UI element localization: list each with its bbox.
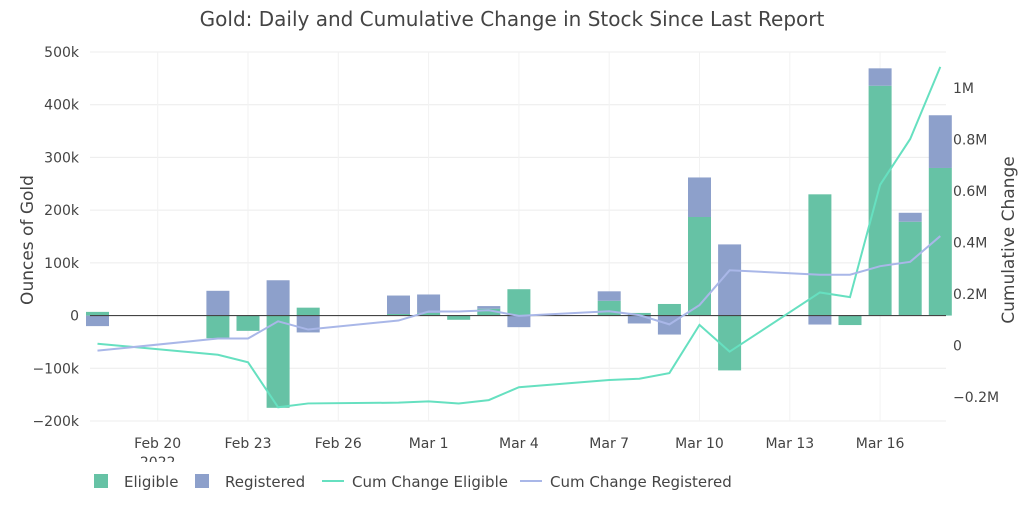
bar-registered [387, 295, 410, 314]
bar-registered [477, 306, 501, 309]
bar-eligible [86, 311, 109, 316]
bar-registered [808, 315, 832, 325]
legend-item[interactable]: Eligible [94, 473, 178, 491]
bar-eligible [417, 312, 441, 316]
y-tick-label: −200k [32, 414, 79, 430]
bar-eligible [266, 315, 290, 408]
x-tick-label: Mar 16 [856, 436, 905, 452]
y-axis-ticks: 500k 400k 300k 200k 100k 0 −100k −200k [32, 45, 79, 430]
bar-registered [597, 291, 621, 301]
y2-tick-label: 0.6M [953, 184, 987, 200]
legend-label: Eligible [124, 473, 178, 491]
legend-label: Cum Change Eligible [352, 473, 508, 491]
x-tick-label: Mar 1 [409, 436, 449, 452]
bar-eligible [236, 315, 260, 331]
legend-label: Cum Change Registered [550, 473, 732, 491]
bar-eligible [387, 313, 410, 316]
bar-eligible [507, 289, 531, 316]
bar-registered [417, 294, 441, 313]
legend: Eligible Registered Cum Change Eligible Cum… [94, 473, 732, 491]
line-cum-change-eligible [97, 66, 942, 409]
y-tick-label: 400k [44, 98, 80, 114]
y2-tick-label: 0 [953, 339, 962, 355]
bar-eligible [296, 307, 320, 316]
y-tick-label: 500k [44, 45, 80, 61]
bar-registered [688, 177, 711, 217]
bar-eligible [447, 315, 471, 320]
legend-label: Registered [225, 473, 305, 491]
y2-tick-label: 1M [953, 81, 974, 97]
y-axis-title: Ounces of Gold [18, 175, 38, 305]
legend-item[interactable]: Cum Change Eligible [322, 473, 508, 491]
x-tick-label: Feb 23 [224, 436, 271, 452]
legend-item[interactable]: Registered [195, 473, 305, 491]
y2-tick-label: 0.4M [953, 236, 987, 252]
x-tick-label: Mar 7 [589, 436, 629, 452]
legend-swatch [94, 474, 108, 488]
y2-tick-label: 0.8M [953, 133, 987, 149]
y2-axis-title: Cumulative Change [999, 156, 1019, 324]
bar-registered [718, 244, 742, 316]
y-tick-label: −100k [32, 361, 79, 377]
bar-registered [868, 68, 892, 86]
bar-eligible [928, 167, 952, 316]
x-tick-label: Feb 26 [315, 436, 362, 452]
x-tick-label: Mar 13 [765, 436, 814, 452]
bar-eligible [718, 315, 742, 371]
x-tick-label: Mar 10 [675, 436, 724, 452]
legend-swatch [195, 474, 209, 488]
bar-registered [86, 315, 109, 327]
y-tick-label: 300k [44, 150, 80, 166]
bar-eligible [898, 221, 922, 316]
bar-registered [928, 115, 952, 168]
bar-eligible [838, 315, 862, 326]
legend-item[interactable]: Cum Change Registered [520, 473, 732, 491]
chart-title: Gold: Daily and Cumulative Change in Sto… [200, 7, 825, 31]
bar-eligible [657, 303, 681, 316]
y2-tick-label: 0.2M [953, 287, 987, 303]
x-tick-label: Mar 4 [499, 436, 539, 452]
bar-eligible [477, 308, 501, 316]
bar-eligible [597, 300, 621, 316]
y-tick-label: 200k [44, 203, 80, 219]
y-tick-label: 100k [44, 256, 80, 272]
bar-registered [266, 280, 290, 316]
y2-axis-ticks: 1M 0.8M 0.6M 0.4M 0.2M 0 −0.2M [953, 81, 999, 406]
x-tick-label: Feb 20 [134, 436, 181, 452]
bar-registered [898, 212, 922, 222]
y-tick-label: 0 [70, 309, 79, 325]
bar-registered [627, 315, 651, 324]
x-axis-ticks: Feb 20 Feb 23 Feb 26 Mar 1 Mar 4 Mar 7 Mar 10 M… [100, 436, 905, 474]
y2-tick-label: −0.2M [953, 390, 999, 406]
bar-registered [507, 315, 531, 328]
bar-eligible [688, 216, 711, 316]
lines [97, 66, 942, 409]
bar-eligible [808, 194, 832, 316]
bar-eligible [868, 85, 892, 316]
bar-eligible [206, 315, 230, 339]
line-cum-change-registered [97, 235, 941, 352]
bar-registered [206, 290, 230, 316]
